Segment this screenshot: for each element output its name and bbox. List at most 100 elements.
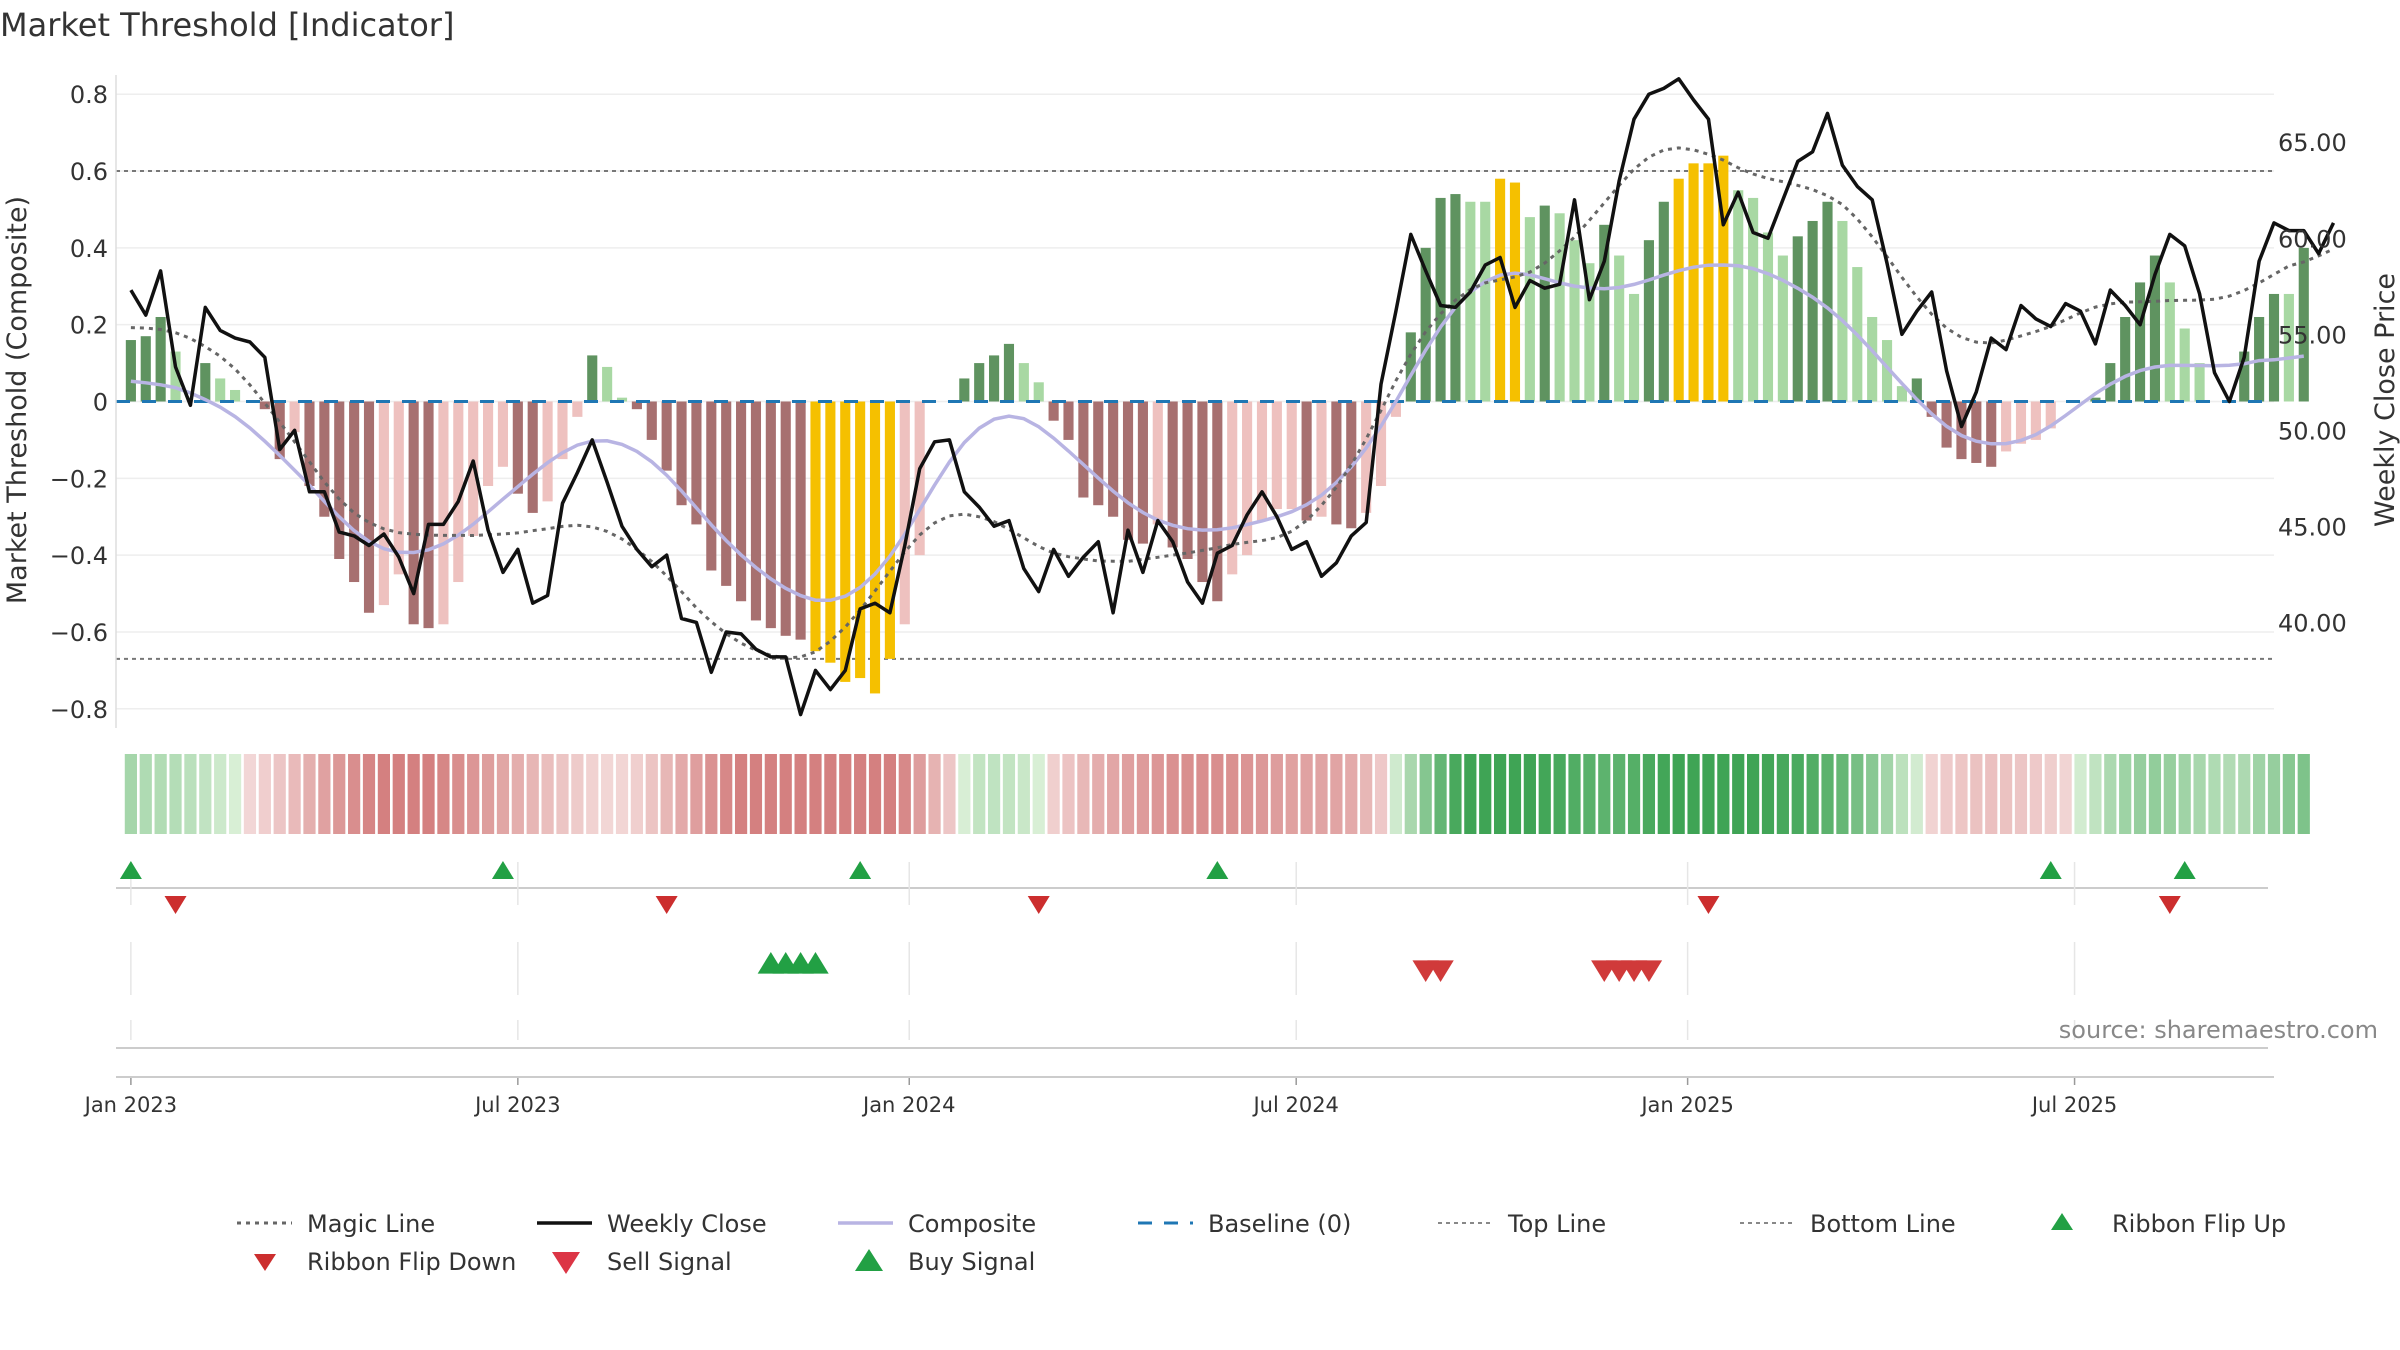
ribbon-cell [452, 754, 465, 834]
composite-bar [2239, 351, 2250, 402]
composite-bar [2045, 401, 2056, 429]
composite-bar [1197, 401, 1208, 583]
ribbon-cell [1583, 754, 1596, 834]
ribbon-cell [898, 754, 911, 834]
y-tick-label: −0.8 [50, 696, 108, 724]
composite-bar [349, 401, 360, 583]
composite-bar [1777, 255, 1788, 402]
ribbon-cell [2104, 754, 2117, 834]
composite-bar [289, 401, 300, 433]
composite-bar [200, 363, 211, 402]
composite-bar [1762, 232, 1774, 402]
ribbon-cell [1955, 754, 1968, 834]
composite-bar [274, 401, 285, 460]
ribbon-cell [526, 754, 539, 834]
legend-bottom-line: Bottom Line [1740, 1210, 1956, 1238]
chart-title: Market Threshold [Indicator] [0, 6, 454, 44]
ribbon-cell [1121, 754, 1135, 834]
composite-bar [676, 401, 687, 506]
ribbon-cell [467, 754, 480, 834]
sell-signal-marker [1635, 960, 1663, 982]
ribbon-cell [928, 754, 941, 834]
ribbon-cell [1032, 754, 1045, 834]
y-axis-label: Market Threshold (Composite) [2, 196, 33, 604]
legend-buy-signal: Buy Signal [855, 1248, 1035, 1276]
ribbon-cell [2193, 754, 2206, 834]
composite-bar [884, 401, 895, 659]
ribbon-cell [228, 754, 242, 834]
y2-tick-label: 60.00 [2278, 225, 2347, 253]
ribbon-cell [749, 754, 763, 834]
composite-bar [438, 401, 449, 625]
ribbon-cell [511, 754, 524, 834]
ribbon-cell [333, 754, 346, 834]
ribbon-flip-up-marker [491, 861, 514, 879]
composite-bar [378, 401, 389, 606]
legend-composite: Composite [838, 1210, 1036, 1238]
ribbon-cell [973, 754, 986, 834]
composite-bar [497, 401, 509, 467]
composite-bar [750, 401, 762, 621]
ribbon-cell [1568, 754, 1581, 834]
ribbon-cell [1136, 754, 1150, 834]
ribbon-flip-up-marker [119, 861, 142, 879]
composite-bar [542, 401, 553, 502]
composite-bar [736, 401, 747, 602]
composite-bar [914, 401, 925, 556]
composite-bar [869, 401, 881, 694]
composite-bar [1182, 401, 1193, 559]
weekly-close-line [129, 77, 2336, 717]
triangle-up-icon [855, 1249, 883, 1271]
source-credit: source: sharemaestro.com [2059, 1016, 2378, 1044]
ribbon-cell [1880, 754, 1894, 834]
ribbon-cell [1419, 754, 1432, 834]
ribbon-cell [571, 754, 584, 834]
ribbon-cell [943, 754, 956, 834]
composite-bar [1658, 201, 1669, 402]
composite-bar [1122, 401, 1134, 540]
line-series [116, 77, 2336, 717]
y2-tick-label: 40.00 [2278, 609, 2347, 637]
y2-axis-label: Weekly Close Price [2370, 273, 2400, 527]
ribbon-cell [1360, 754, 1373, 834]
ribbon-cell [243, 754, 257, 834]
legend-magic-line-label: Magic Line [307, 1210, 435, 1238]
ribbon-cell [2089, 754, 2102, 834]
signal-panel [116, 861, 2274, 1078]
legend-magic-line: Magic Line [237, 1210, 435, 1238]
ribbon-cell [1598, 754, 1611, 834]
ribbon-cell [779, 754, 792, 834]
composite-bar [1643, 240, 1654, 402]
ribbon-cell [601, 754, 614, 834]
ribbon-cell [1985, 754, 1998, 834]
ribbon-cell [794, 754, 807, 834]
ribbon-cell [1538, 754, 1551, 834]
ribbon-cell [1345, 754, 1358, 834]
ribbon-cell [2133, 754, 2147, 834]
y2-tick-label: 55.00 [2278, 321, 2347, 349]
ribbon-cell [1613, 754, 1626, 834]
ribbon-cell [2119, 754, 2132, 834]
ribbon-cell [734, 754, 748, 834]
ribbon-cell [437, 754, 450, 834]
axes: 0.8 0.6 0.4 0.2 0 −0.2 −0.4 −0.6 −0.8 65.00 60.00 5… [50, 75, 2347, 1117]
composite-bar [334, 401, 345, 559]
composite-bar [1673, 178, 1684, 402]
ribbon-cell [1002, 754, 1016, 834]
triangle-down-icon [552, 1252, 580, 1274]
ribbon-cell [124, 754, 137, 834]
composite-bar [1837, 220, 1848, 402]
ribbon-cell [362, 754, 376, 834]
ribbon-cell [1702, 754, 1715, 834]
ribbon-cell [660, 754, 673, 834]
composite-bar [765, 401, 776, 629]
ribbon-cell [1374, 754, 1388, 834]
composite-bar [1167, 401, 1178, 548]
composite-bar [1495, 178, 1506, 402]
composite-bar [1524, 217, 1535, 402]
ribbon-cell [1895, 754, 1909, 834]
composite-bar [483, 401, 494, 487]
ribbon-cell [1821, 754, 1834, 834]
